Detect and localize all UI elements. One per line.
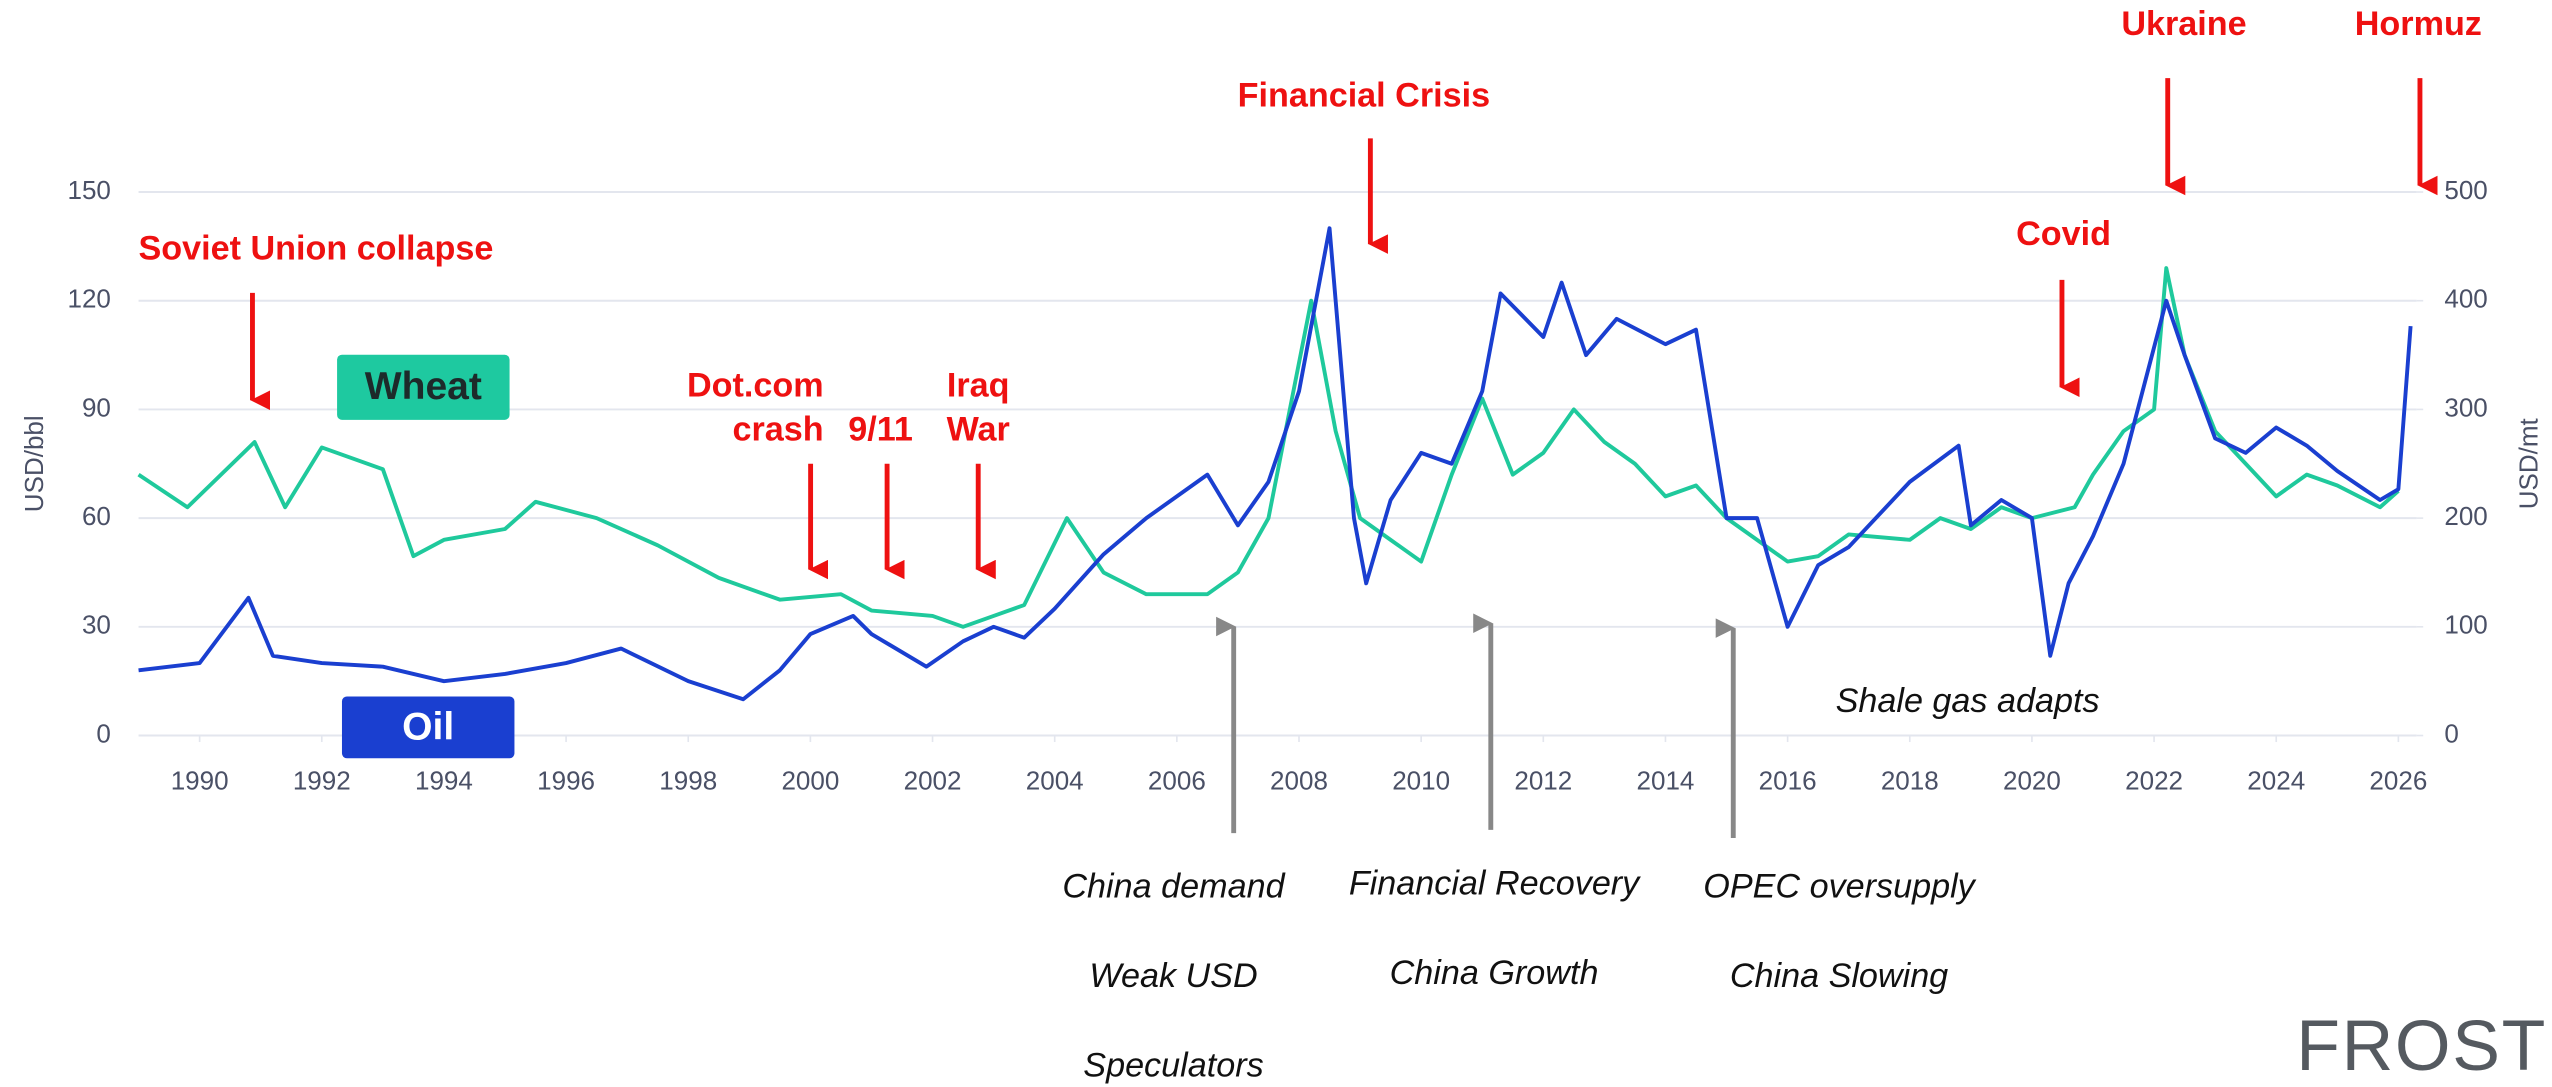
y2-tick-label: 100 [2444,610,2487,640]
y-tick-label: 0 [96,718,110,748]
y-tick-label: 30 [82,610,111,640]
annotation: 9/11 [848,410,913,448]
annotation: China Growth [1390,954,1599,992]
annotation: Iraq [947,366,1010,404]
red-annotations: Soviet Union collapse Dot.com crash 9/11… [138,5,2482,580]
plot-area: 0 30 60 90 120 150 0 100 200 300 400 500 1990 1992 199… [67,175,2487,796]
gray-annotations: China demand Weak USD Speculators Financ… [1062,613,2100,1085]
x-tick-label: 1994 [415,766,473,796]
y-tick-label: 120 [67,284,110,314]
y2-tick-label: 400 [2444,284,2487,314]
x-tick-label: 2006 [1148,766,1206,796]
x-tick-label: 2000 [781,766,839,796]
y2-tick-label: 500 [2444,175,2487,205]
x-tick-label: 1992 [293,766,351,796]
y2-axis-label: USD/mt [2513,417,2543,509]
logo: FROST [2296,1006,2547,1086]
x-tick-label: 2024 [2247,766,2305,796]
legend-swatch [341,696,515,759]
x-tick-label: 1996 [537,766,595,796]
x-tick-label: 2020 [2003,766,2061,796]
annotation: Shale gas adapts [1836,682,2100,720]
annotation: War [947,410,1010,448]
x-tick-label: 2002 [904,766,962,796]
y-axis-label: USD/bbl [19,415,49,512]
legend-label: Wheat [365,365,482,408]
x-tick-label: 2022 [2125,766,2183,796]
annotation: Ukraine [2121,5,2246,43]
annotation: China demand [1062,868,1285,906]
x-tick-label: 2026 [2369,766,2427,796]
y2-tick-label: 0 [2444,718,2458,748]
annotation: Covid [2016,215,2111,253]
annotation: Dot.com [687,366,824,404]
annotation: Weak USD [1089,957,1257,995]
y-tick-label: 150 [67,175,110,205]
x-tick-label: 2012 [1514,766,1572,796]
annotation: Speculators [1083,1047,1263,1085]
x-tick-label: 2016 [1759,766,1817,796]
line-series [137,266,2400,629]
legend-swatch [337,354,510,420]
annotation: OPEC oversupply [1703,868,1976,906]
x-tick-label: 2004 [1026,766,1084,796]
x-tick-label: 1998 [659,766,717,796]
line-series [138,226,2413,702]
x-tick-label: 1990 [171,766,229,796]
y2-tick-label: 200 [2444,501,2487,531]
annotation: Financial Recovery [1349,864,1641,902]
annotation: Financial Crisis [1238,77,1490,115]
y2-tick-label: 300 [2444,392,2487,422]
annotation: Soviet Union collapse [138,230,493,268]
annotation: China Slowing [1730,957,1948,995]
y-tick-label: 60 [82,501,111,531]
x-tick-label: 2010 [1392,766,1450,796]
y-tick-label: 90 [82,392,111,422]
annotation: Hormuz [2355,5,2482,43]
annotation: crash [732,410,823,448]
legend-label: Oil [402,705,454,748]
x-tick-label: 2008 [1270,766,1328,796]
x-tick-label: 2014 [1637,766,1695,796]
x-tick-label: 2018 [1881,766,1939,796]
